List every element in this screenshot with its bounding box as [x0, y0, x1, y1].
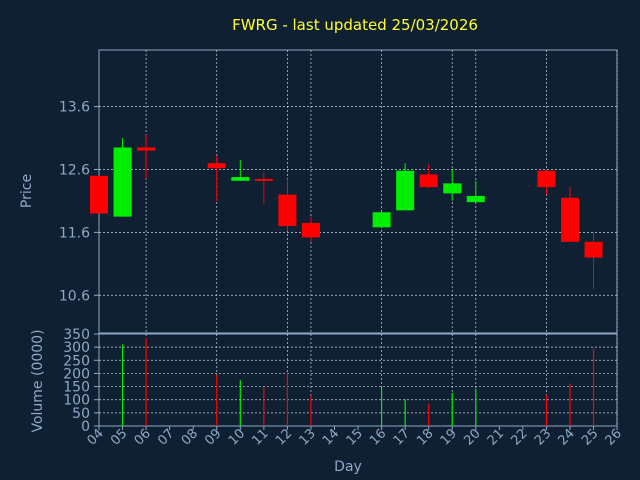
day-tick-label: 26: [603, 426, 625, 448]
day-tick-label: 05: [108, 426, 130, 448]
price-tick-label: 12.6: [59, 162, 90, 178]
candle-body: [561, 197, 579, 242]
price-axis-label: Price: [19, 174, 35, 208]
volume-tick-label: 50: [72, 406, 90, 422]
day-x-ticks: 04 05 06 07 08 09 10 11 12 13 14 15 16 17 18 19 20 21 22 23…: [85, 426, 625, 449]
volume-tick-label: 300: [63, 340, 90, 356]
candle-body: [113, 147, 132, 217]
price-tick-label: 11.6: [59, 225, 90, 241]
day-tick-label: 24: [556, 426, 578, 448]
volume-tick-label: 0: [81, 419, 90, 435]
volume-plot-frame: [98, 333, 618, 427]
price-grid: [99, 50, 618, 333]
day-tick-label: 13: [296, 426, 318, 448]
volume-grid: [99, 334, 618, 426]
candles: [90, 134, 603, 289]
day-tick-label: 17: [391, 426, 413, 448]
volume-tick-label: 350: [63, 327, 90, 343]
day-tick-label: 10: [226, 426, 248, 448]
volume-bars: [121, 337, 595, 426]
candle-body: [372, 212, 391, 228]
candle-body: [537, 170, 556, 188]
day-tick-label: 15: [344, 426, 366, 448]
price-tick-label: 10.6: [59, 288, 90, 304]
candle-body: [301, 222, 320, 238]
candle-body: [466, 195, 485, 203]
day-tick-label: 06: [132, 426, 154, 448]
day-tick-label: 25: [579, 426, 601, 448]
price-tick-label: 13.6: [59, 100, 90, 116]
candle-body: [419, 174, 438, 188]
candle-body: [278, 194, 297, 227]
candle-body: [90, 175, 108, 214]
day-tick-label: 21: [485, 426, 507, 448]
volume-tick-label: 150: [63, 380, 90, 396]
day-tick-label: 20: [461, 426, 483, 448]
day-tick-label: 11: [249, 426, 271, 448]
price-plot-frame: [98, 49, 618, 334]
day-tick-label: 19: [438, 426, 460, 448]
x-axis-label: Day: [334, 459, 362, 475]
day-tick-label: 12: [273, 426, 295, 448]
candle-body: [207, 163, 226, 169]
day-tick-label: 08: [179, 426, 201, 448]
volume-tick-label: 100: [63, 393, 90, 409]
candle-body: [584, 241, 603, 258]
day-tick-label: 18: [414, 426, 436, 448]
candle-body: [254, 178, 273, 181]
chart-title: FWRG - last updated 25/03/2026: [232, 16, 478, 34]
price-panel: 13.6 12.6 11.6 10.6 Price: [19, 49, 618, 334]
volume-tick-label: 200: [63, 366, 90, 382]
price-y-ticks: 13.6 12.6 11.6 10.6: [59, 100, 99, 304]
candle-body: [396, 170, 415, 211]
day-tick-label: 14: [320, 426, 342, 448]
volume-tick-label: 250: [63, 353, 90, 369]
volume-axis-label: Volume (0000): [30, 329, 46, 432]
candle-body: [231, 177, 250, 181]
candle-body: [443, 183, 462, 194]
day-tick-label: 16: [367, 426, 389, 448]
day-tick-label: 07: [155, 426, 177, 448]
day-tick-label: 22: [508, 426, 530, 448]
day-tick-label: 09: [202, 426, 224, 448]
day-tick-label: 23: [532, 426, 554, 448]
candle-body: [137, 147, 156, 151]
